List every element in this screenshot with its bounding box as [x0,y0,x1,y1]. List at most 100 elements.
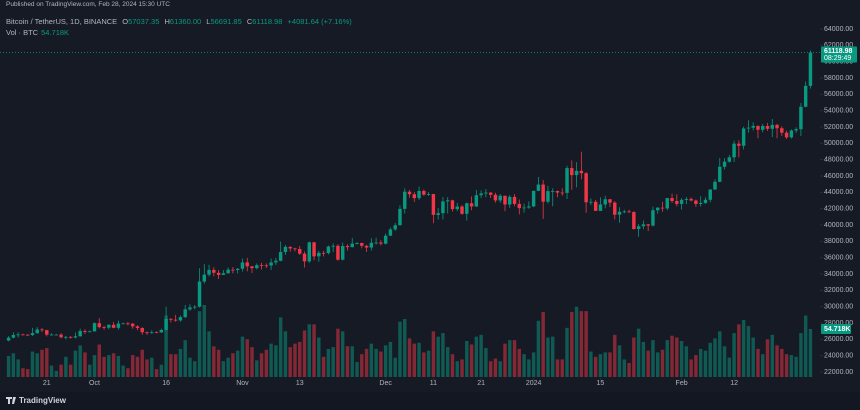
volume-bar [111,353,116,377]
volume-bar [761,354,765,377]
volume-bar [632,337,636,377]
volume-bar [722,346,727,377]
candle-body [756,125,760,130]
candle-body [11,335,16,338]
volume-bar [159,364,164,377]
volume-bar [622,359,627,377]
volume-bar [689,359,693,377]
volume-bar [331,347,335,377]
x-tick-label: 11 [430,380,437,387]
y-tick-label: 26000.00 [824,336,853,343]
volume-bar [665,340,669,377]
volume-bar [469,344,474,377]
volume-tag-value: 54.718K [824,326,850,333]
candle-body [617,211,622,215]
volume-bar [784,354,789,377]
price-tag-countdown: 08:29:49 [824,55,851,62]
volume-bar [445,347,450,377]
candle-body [45,330,49,335]
volume-bar [808,328,813,377]
candle-body [130,323,135,327]
candle-body [570,168,574,176]
volume-bar [64,356,68,377]
candle-body [121,323,125,325]
candle-body [765,126,770,129]
volume-bar [312,324,316,377]
volume-bar [613,334,617,377]
volume-bar [317,337,321,377]
candle-body [336,245,340,260]
candle-body [632,212,636,230]
volume-bar [250,347,254,377]
volume-bar [589,351,593,377]
candle-body [488,192,493,195]
candle-body [35,329,39,334]
volume-bar [536,320,541,377]
ohlc-value: 61118.98 [252,17,283,26]
volume-bar [546,337,550,377]
candle-body [469,203,474,207]
volume-bar [145,359,149,377]
volume-bar [255,360,259,377]
volume-bar [126,368,130,377]
candle-body [722,161,727,167]
candle-body [527,206,531,208]
volume-bar [216,349,221,377]
candle-body [78,331,82,337]
y-tick-label: 40000.00 [824,222,853,229]
candle-body [474,195,479,207]
volume-bar [78,345,82,377]
candle-body [154,332,159,334]
candle-body [355,242,359,244]
candle-body [283,246,288,253]
volume-bar [369,343,374,377]
volume-bar [708,342,712,377]
candle-body [689,198,693,201]
volume-bar [231,353,235,377]
candle-body [169,318,173,320]
y-tick-label: 52000.00 [824,124,853,131]
candle-body [441,201,445,214]
volume-bar [417,342,421,377]
x-tick-label: 12 [730,380,738,387]
candle-body [30,333,35,336]
candle-body [255,265,259,269]
y-tick-label: 44000.00 [824,189,853,196]
candle-body [770,124,774,129]
y-tick-label: 24000.00 [824,353,853,360]
volume-bar [503,343,507,377]
volume-bar [541,312,545,377]
candle-body [684,198,689,200]
candle-body [646,224,650,226]
candle-body [6,337,11,341]
candle-body [403,191,407,209]
volume-bar [465,341,469,377]
candle-body [508,196,512,205]
volume-bar [278,317,283,377]
volume-bar [21,368,25,377]
volume-bar [441,333,445,377]
candle-body [641,224,646,227]
candle-body [298,249,302,254]
candle-body [598,204,603,211]
candle-body [221,273,226,275]
candle-body [727,157,732,162]
candle-body [331,245,335,247]
volume-bar [608,352,612,377]
volume-bar [298,341,302,377]
volume-bar [336,328,340,377]
volume-bar [765,339,770,377]
volume-bar [555,359,560,377]
candle-body [288,246,292,249]
candle-body [708,189,712,200]
candle-body [107,324,111,328]
volume-bar [660,349,665,377]
candle-body [493,194,498,201]
candle-body [794,129,798,131]
candle-body [135,326,140,328]
volume-bar [517,348,522,377]
volume-bar [169,354,173,377]
volume-bar [202,305,207,377]
volume-bar [121,365,125,377]
